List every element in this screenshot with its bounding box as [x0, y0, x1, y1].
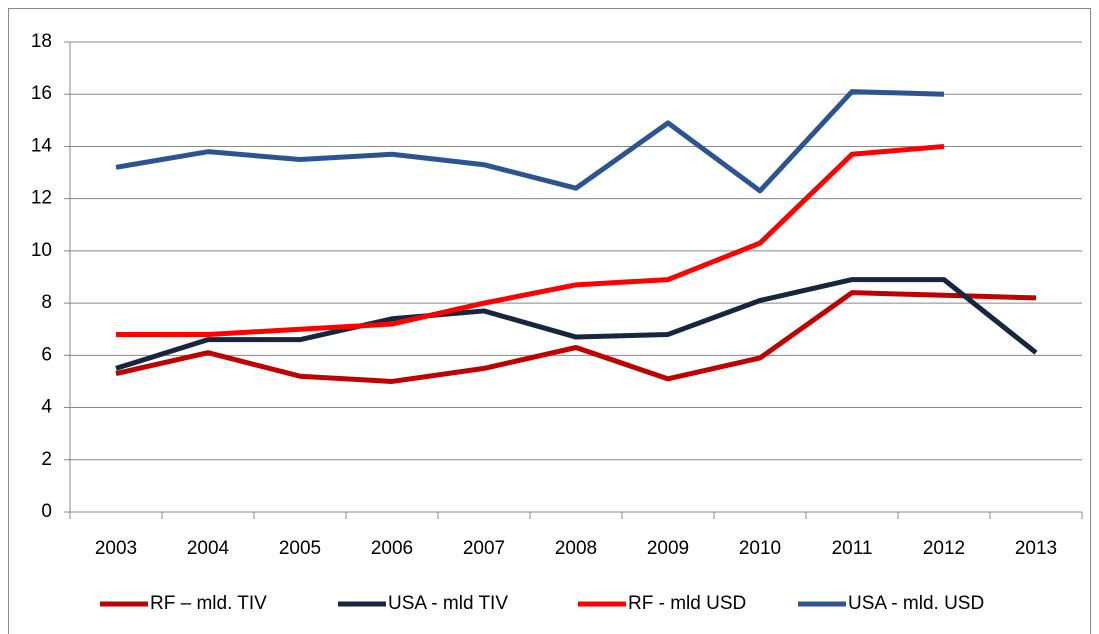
y-tick-label: 18 — [31, 31, 52, 52]
x-tick-label: 2004 — [187, 538, 230, 559]
series-line — [115, 89, 945, 194]
legend-label: USA - mld TIV — [388, 593, 508, 614]
y-tick-label: 6 — [41, 344, 52, 365]
y-tick-label: 10 — [31, 240, 52, 261]
series-line — [115, 277, 1038, 371]
x-tick-label: 2006 — [371, 538, 413, 559]
legend-label: RF – mld. TIV — [150, 593, 267, 614]
y-tick-label: 12 — [31, 188, 52, 209]
x-tick-label: 2013 — [1015, 538, 1057, 559]
legend-label: USA - mld. USD — [848, 593, 984, 614]
y-tick-label: 4 — [41, 397, 52, 418]
x-tick-label: 2005 — [279, 538, 321, 559]
series-line — [116, 143, 945, 337]
x-tick-label: 2010 — [739, 538, 781, 559]
x-tick-label: 2012 — [923, 538, 965, 559]
legend-label: RF - mld USD — [628, 593, 746, 614]
x-tick-label: 2008 — [555, 538, 597, 559]
chart-border — [8, 8, 1091, 634]
x-tick-label: 2007 — [463, 538, 505, 559]
x-tick-label: 2009 — [647, 538, 689, 559]
y-tick-label: 0 — [41, 501, 52, 522]
y-tick-label: 8 — [41, 292, 52, 313]
x-tick-label: 2011 — [832, 538, 873, 559]
series-line — [115, 290, 1037, 384]
x-tick-label: 2003 — [95, 538, 137, 559]
y-tick-label: 2 — [41, 449, 52, 470]
y-tick-label: 14 — [31, 135, 53, 156]
y-tick-label: 16 — [31, 83, 52, 104]
